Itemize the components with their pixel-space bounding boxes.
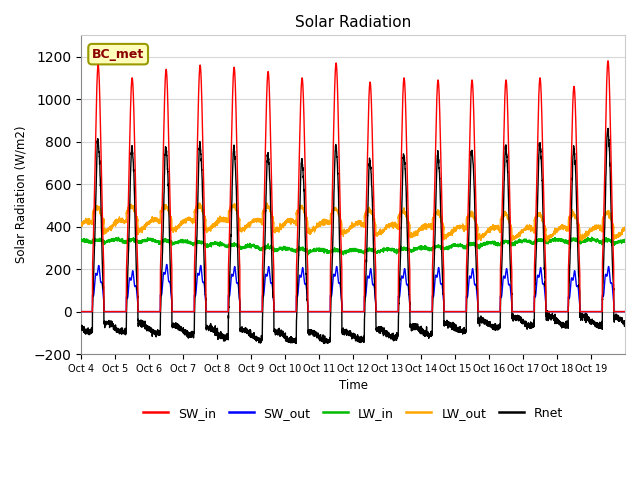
Text: BC_met: BC_met [92,48,144,60]
Title: Solar Radiation: Solar Radiation [295,15,412,30]
Y-axis label: Solar Radiation (W/m2): Solar Radiation (W/m2) [15,126,28,264]
X-axis label: Time: Time [339,379,367,392]
Legend: SW_in, SW_out, LW_in, LW_out, Rnet: SW_in, SW_out, LW_in, LW_out, Rnet [138,402,568,425]
